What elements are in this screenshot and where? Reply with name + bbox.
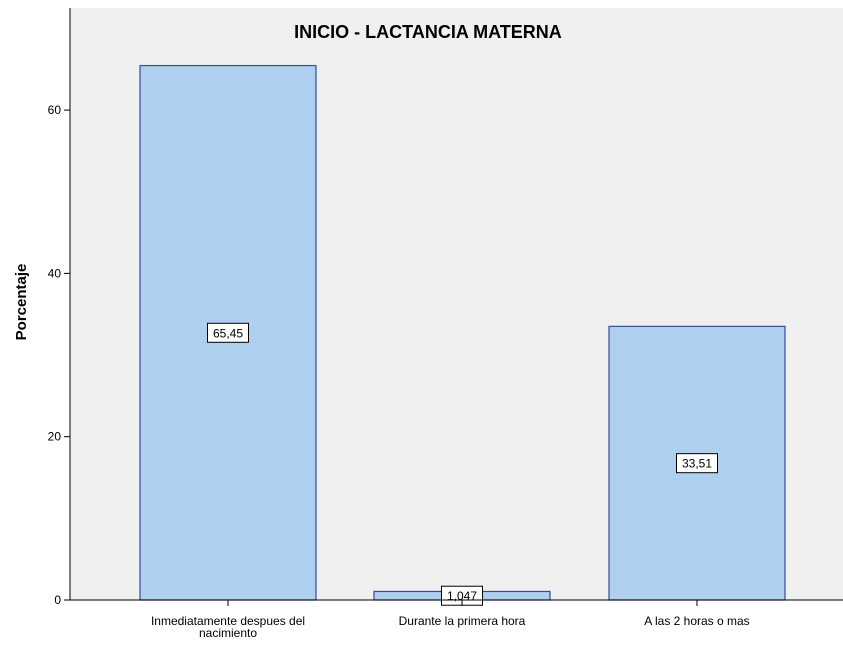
chart-title: INICIO - LACTANCIA MATERNA <box>294 22 562 42</box>
data-label-box <box>207 322 249 343</box>
x-axis-tick-labels: Inmediatamente despues del nacimiento Dura… <box>151 614 750 640</box>
data-label-box <box>676 453 718 474</box>
y-axis-label: Porcentaje <box>13 264 30 341</box>
data-label: 33,51 <box>682 457 712 471</box>
x-tick-label: Inmediatamente despues del nacimiento <box>151 614 305 640</box>
y-tick-label: 0 <box>54 593 61 607</box>
y-tick-label: 20 <box>48 430 62 444</box>
axes <box>69 8 843 606</box>
y-tick-label: 60 <box>48 103 62 117</box>
x-tick-label: A las 2 horas o mas <box>644 614 749 628</box>
y-tick-label: 40 <box>48 266 62 280</box>
y-axis-ticks: 0 20 40 60 <box>48 103 70 607</box>
data-label: 65,45 <box>213 326 243 340</box>
x-tick-label: Durante la primera hora <box>399 614 526 628</box>
